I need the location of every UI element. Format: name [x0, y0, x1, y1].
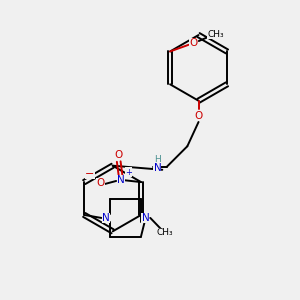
Text: N: N: [154, 163, 161, 172]
Text: H: H: [154, 155, 161, 164]
Text: N: N: [117, 175, 124, 185]
Text: O: O: [194, 111, 202, 121]
Text: CH₃: CH₃: [157, 228, 173, 237]
Text: N: N: [142, 213, 149, 223]
Text: +: +: [125, 167, 132, 176]
Text: −: −: [85, 169, 95, 178]
Text: O: O: [115, 150, 123, 160]
Text: CH₃: CH₃: [207, 30, 224, 39]
Text: O: O: [96, 178, 105, 188]
Text: O: O: [189, 38, 197, 48]
Text: N: N: [102, 213, 110, 223]
